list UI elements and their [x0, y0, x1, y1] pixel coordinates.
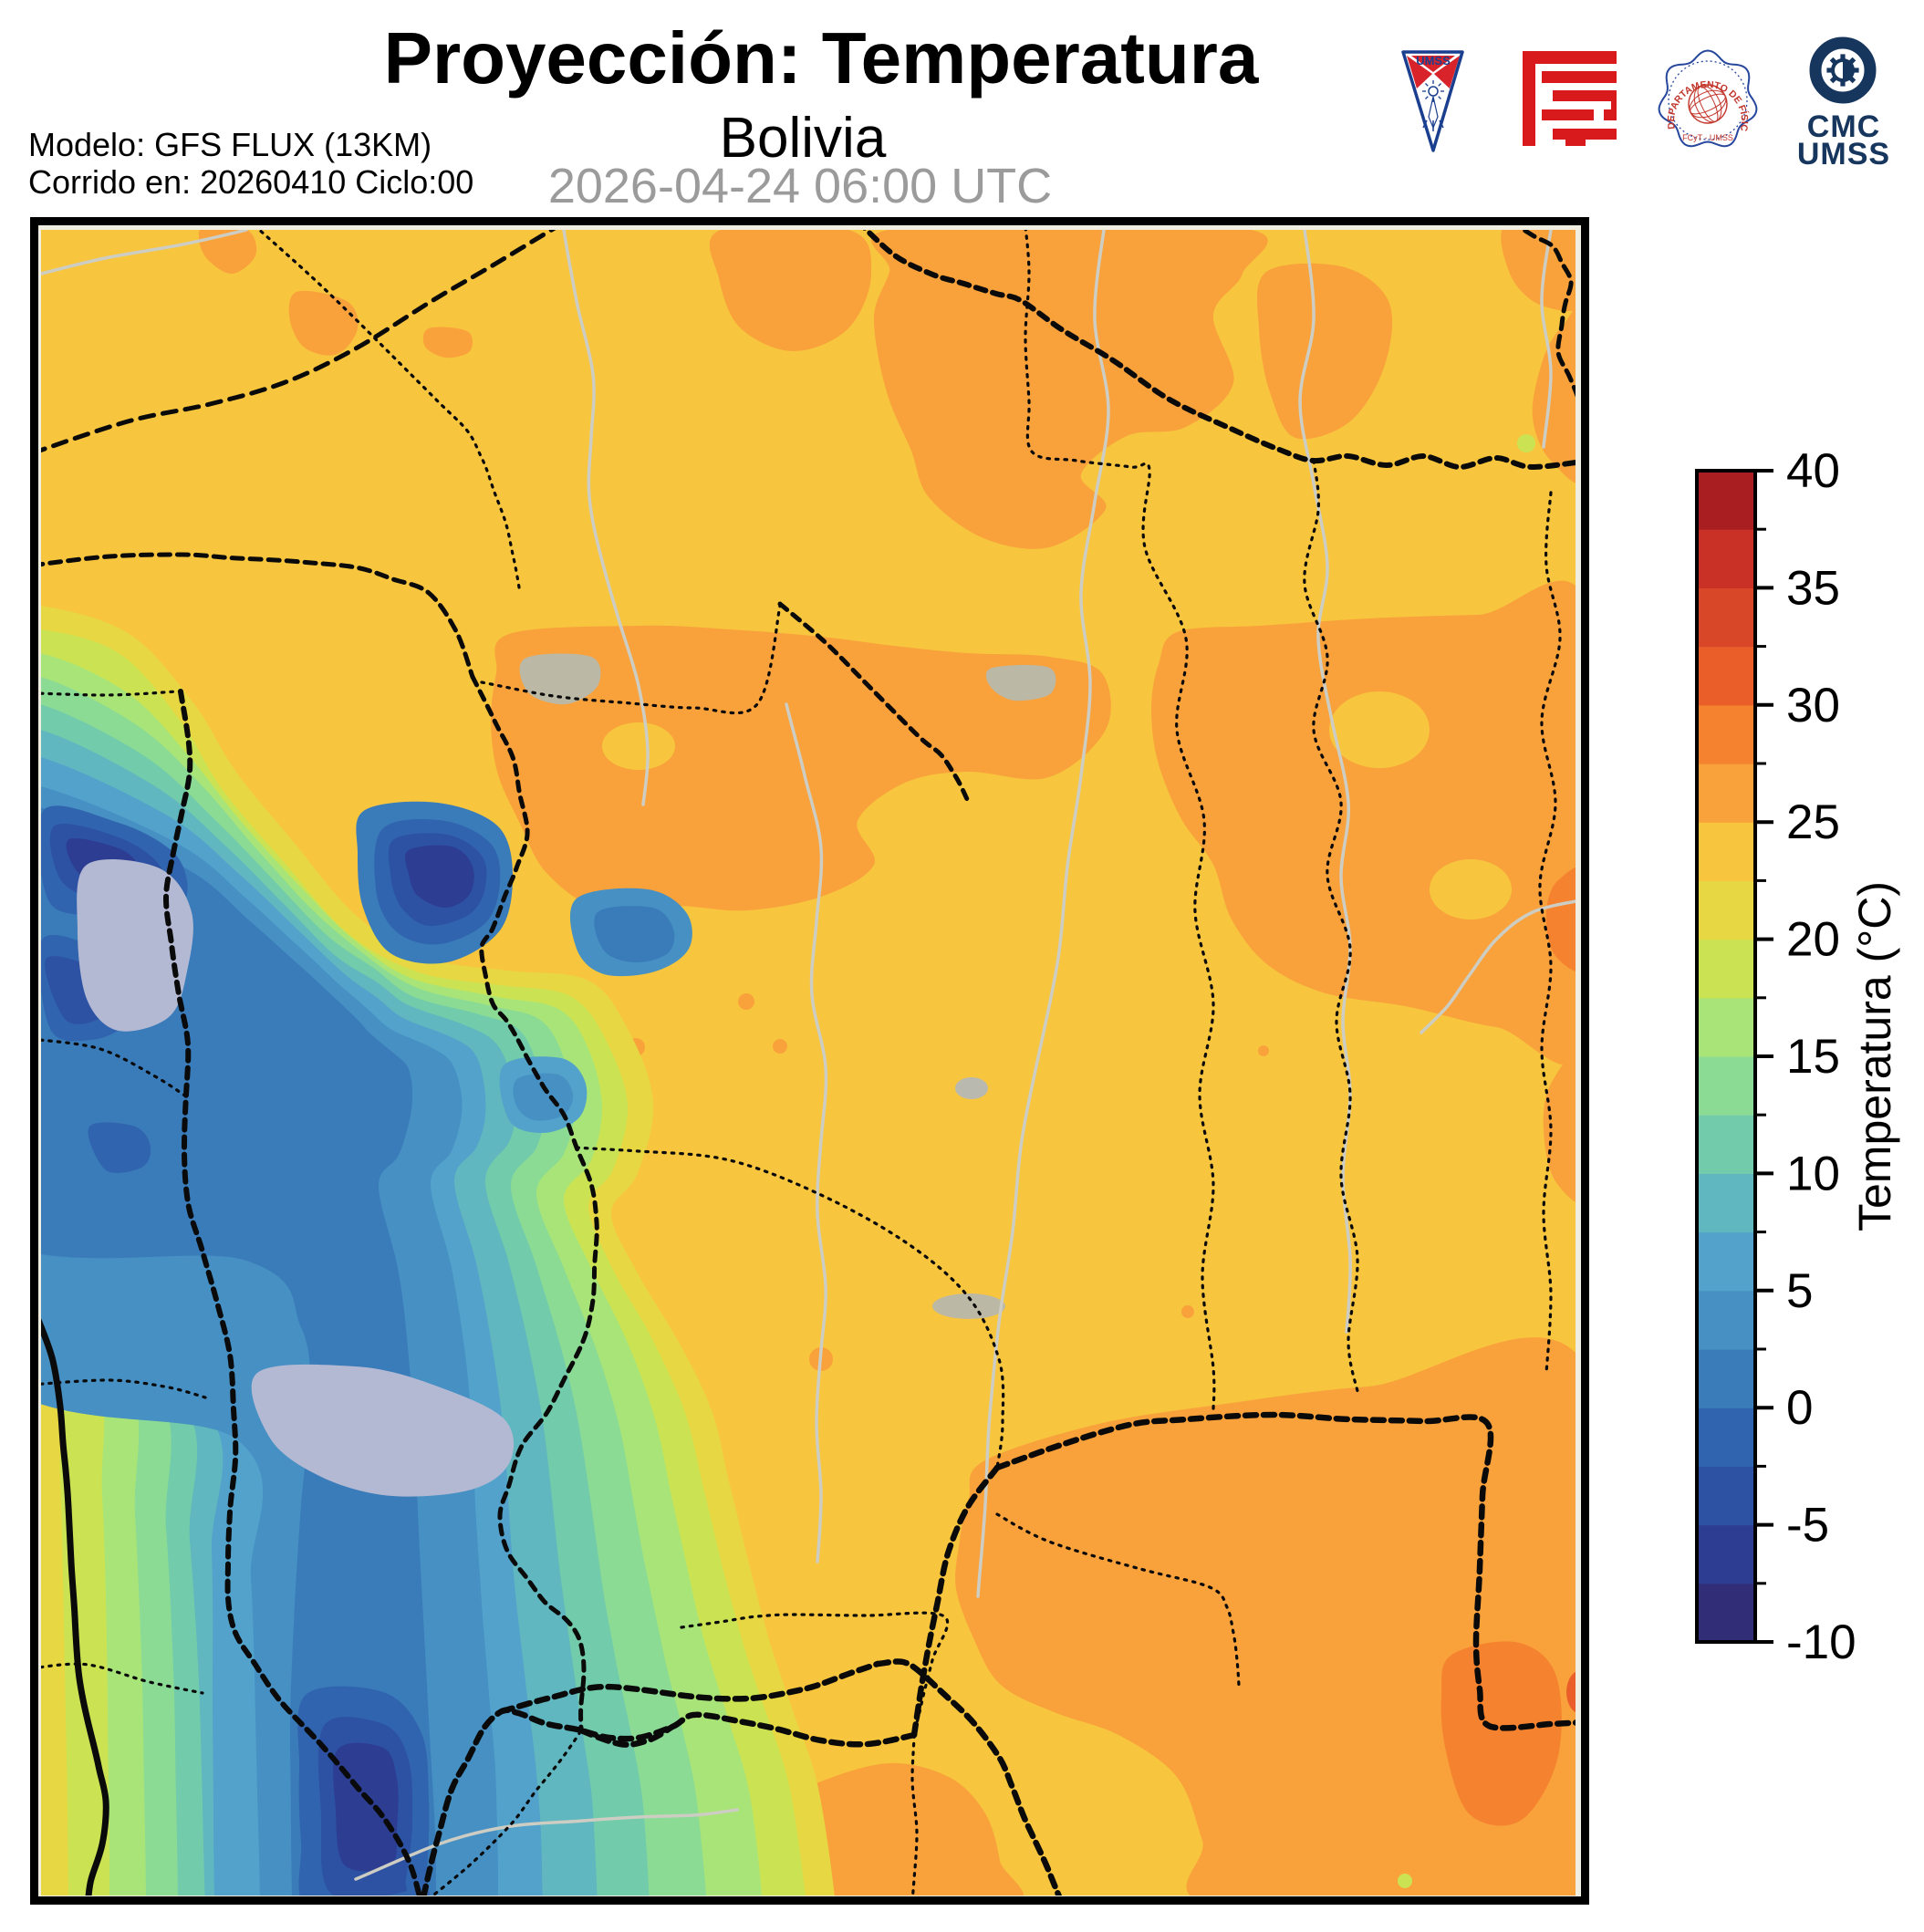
svg-text:UMSS: UMSS [1797, 137, 1890, 171]
svg-text:25: 25 [1786, 795, 1840, 849]
svg-text:Proyección: Temperatura: Proyección: Temperatura [384, 17, 1259, 99]
svg-text:-5: -5 [1786, 1499, 1829, 1553]
svg-text:35: 35 [1786, 561, 1840, 615]
svg-text:FCyT - UMSS: FCyT - UMSS [1682, 133, 1733, 142]
svg-text:Bolivia: Bolivia [720, 107, 887, 170]
svg-text:30: 30 [1786, 679, 1840, 732]
svg-text:10: 10 [1786, 1147, 1840, 1200]
svg-text:15: 15 [1786, 1030, 1840, 1084]
svg-text:Modelo: GFS FLUX (13KM): Modelo: GFS FLUX (13KM) [28, 126, 432, 163]
svg-text:5: 5 [1786, 1264, 1813, 1318]
svg-text:CMC: CMC [1807, 109, 1880, 144]
svg-text:Corrido en: 20260410 Ciclo:00: Corrido en: 20260410 Ciclo:00 [28, 163, 473, 201]
svg-text:40: 40 [1786, 444, 1840, 498]
svg-text:2026-04-24 06:00 UTC: 2026-04-24 06:00 UTC [548, 159, 1052, 213]
svg-text:UMSS: UMSS [1416, 54, 1451, 68]
svg-text:Temperatura (°C): Temperatura (°C) [1849, 881, 1900, 1231]
svg-text:-10: -10 [1786, 1615, 1856, 1669]
svg-text:20: 20 [1786, 913, 1840, 967]
svg-text:0: 0 [1786, 1381, 1813, 1435]
